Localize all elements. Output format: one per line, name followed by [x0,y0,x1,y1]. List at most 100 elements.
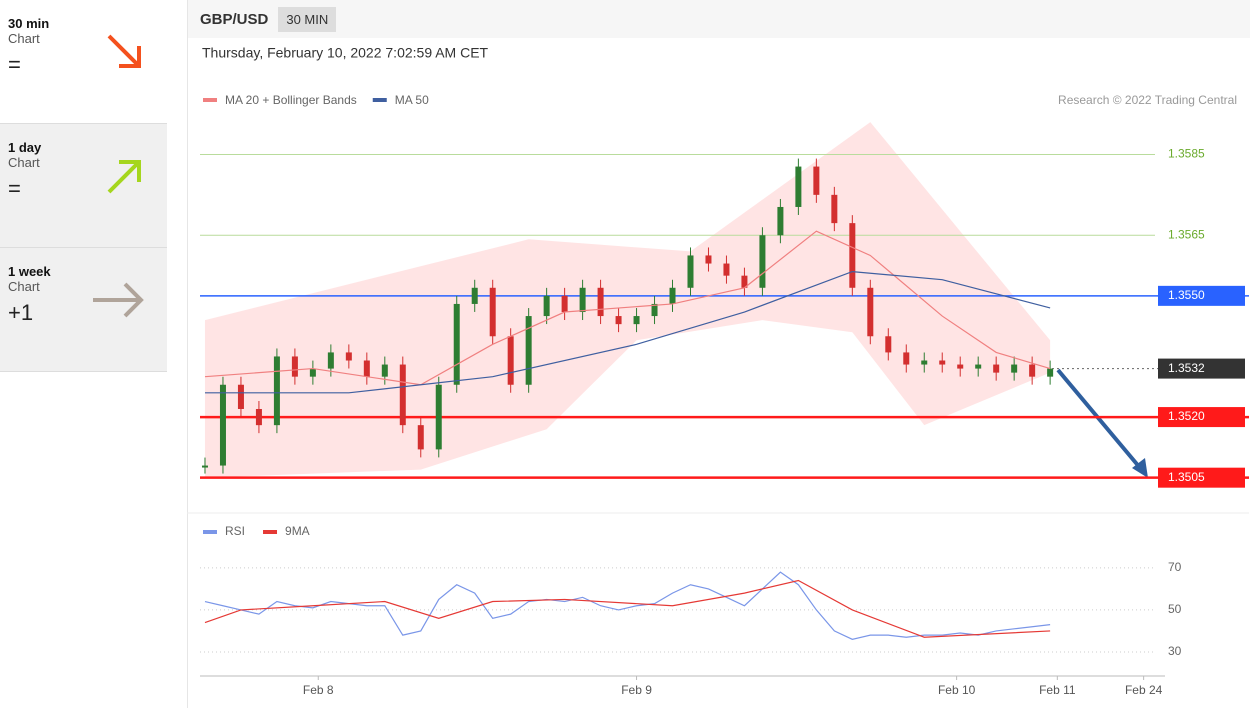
candle [777,206,784,236]
rsi-line [204,579,1051,638]
datetime: Thursday, February 10, 2022 7:02:59 AM C… [202,45,489,61]
level-label: 1.3505 [1168,470,1205,484]
candle [1047,368,1054,377]
period-item[interactable]: 1 week Chart +1 [0,248,167,372]
timeframe[interactable]: 30 MIN [278,6,337,32]
candle [651,303,658,317]
candle [615,316,622,325]
forecast-arrow-head [1132,458,1148,478]
candle [237,384,244,409]
candle [867,287,874,337]
legend-label: MA 20 + Bollinger Bands [225,93,357,107]
legend-label: 9MA [285,524,310,538]
candle [309,368,316,377]
forecast-arrow [1056,368,1143,471]
x-tick-label: Feb 10 [938,683,976,697]
legend-swatch [263,530,278,534]
header: GBP/USD 30 MIN [188,0,1250,38]
candle [453,303,460,385]
legend-swatch [372,98,387,102]
candle [219,384,226,466]
legend-swatch [203,530,217,534]
signal: = [8,176,21,201]
kind: Chart [8,279,40,294]
level-label: 1.3550 [1168,288,1205,302]
x-tick-label: Feb 11 [1039,683,1076,697]
signal: +1 [8,300,34,325]
level-box [1158,467,1245,488]
candle [579,287,586,313]
x-tick-label: Feb 8 [303,683,334,697]
candle [669,287,676,304]
sidebar: 30 min Chart = 1 day Chart = 1 week Char… [0,0,167,372]
candle [903,352,910,365]
candle [471,287,478,304]
candle [921,360,928,365]
legend-label: RSI [225,524,245,538]
candle [201,465,208,468]
candle [795,166,802,207]
x-tick-label: Feb 24 [1125,683,1163,697]
rsi-line [204,571,1051,640]
candle [741,275,748,288]
level-box [1158,407,1245,428]
level-label: 1.3565 [1168,227,1205,241]
ma-line [204,230,1051,386]
candle [1011,364,1018,373]
candle [525,316,532,385]
candle [345,352,352,361]
candle [543,295,550,317]
candle [957,364,964,369]
candle [327,352,334,369]
candle [1029,364,1036,377]
candle [561,295,568,313]
arrow-right [93,282,144,318]
source: Research © 2022 Trading Central [1058,93,1237,107]
level-box [1158,358,1245,379]
candle [831,194,838,224]
period-item[interactable]: 30 min Chart = [0,0,167,124]
kind: Chart [8,31,40,46]
candle [849,223,856,288]
legend-label: MA 50 [395,93,429,107]
candle [381,364,388,377]
bollinger-band [204,122,1051,478]
level-label: 1.3532 [1168,361,1205,375]
candle [435,384,442,450]
level-label: 1.3520 [1168,409,1205,423]
y-tick-label: 30 [1168,644,1182,658]
candle [273,356,280,426]
candle [993,364,1000,373]
candle [723,263,730,276]
candle [705,255,712,264]
candle [975,364,982,369]
candle [417,425,424,450]
y-tick-label: 70 [1168,560,1182,574]
kind: Chart [8,155,40,170]
legend-swatch [203,98,217,102]
candle [597,287,604,317]
period: 1 week [8,264,51,279]
ma-line [204,271,1051,394]
candle [813,166,820,195]
candle [885,336,892,353]
y-tick-label: 50 [1168,602,1182,616]
candle [939,360,946,365]
period: 1 day [8,140,42,155]
candle [507,336,514,385]
candle [759,235,766,288]
candle [255,408,262,426]
symbol: GBP/USD [200,10,269,28]
candle [489,287,496,337]
candle [633,316,640,325]
candle [399,364,406,426]
period-item[interactable]: 1 day Chart = [0,124,167,248]
chart-panel: GBP/USD 30 MIN [187,0,1250,708]
candle [687,255,694,288]
x-tick-label: Feb 9 [621,683,652,697]
level-label: 1.3585 [1168,147,1205,161]
arrow-up [107,160,141,194]
candle [291,356,298,377]
